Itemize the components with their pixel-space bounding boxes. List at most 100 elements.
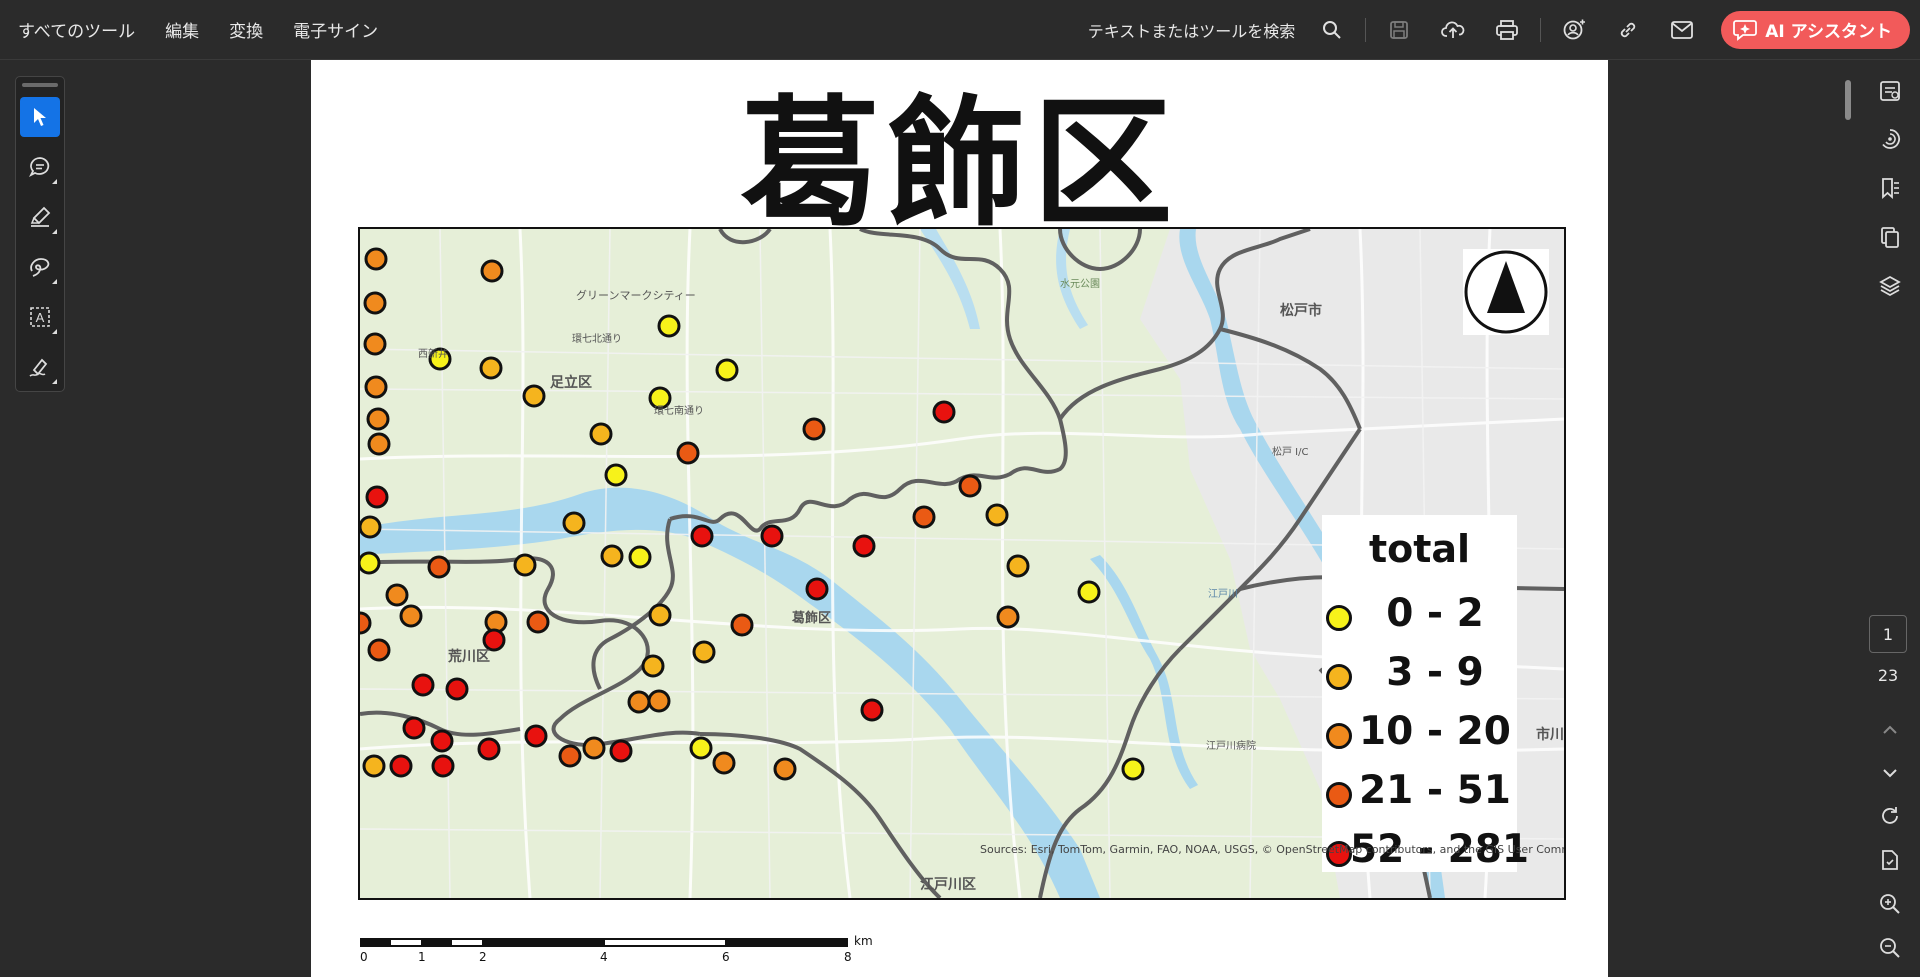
- map-point: [364, 247, 388, 271]
- map-point: [860, 698, 884, 722]
- map-point: [712, 751, 736, 775]
- map-point: [715, 358, 739, 382]
- mail-icon[interactable]: [1663, 11, 1701, 49]
- bookmark-icon[interactable]: [1871, 169, 1909, 207]
- menu-edit[interactable]: 編集: [165, 22, 200, 42]
- map-point: [411, 673, 435, 697]
- map-point: [562, 511, 586, 535]
- scale-tick-2: 2: [479, 950, 487, 964]
- map-point: [582, 736, 606, 760]
- rotate-icon[interactable]: [1871, 797, 1909, 835]
- right-rail: 1 23: [1861, 60, 1920, 977]
- map-point: [364, 375, 388, 399]
- map-frame: 足立区 葛飾区 荒川区 松戸市 江戸川区 グリーンマークシティー 西新井 環七北…: [358, 227, 1566, 900]
- map-point: [641, 654, 665, 678]
- link-icon[interactable]: [1609, 11, 1647, 49]
- map-label-mizumoto-park: 水元公園: [1060, 278, 1100, 290]
- page-extract-icon[interactable]: [1871, 841, 1909, 879]
- pages-copy-icon[interactable]: [1871, 218, 1909, 256]
- north-arrow: [1463, 249, 1549, 335]
- legend-symbol: [1326, 605, 1352, 631]
- chevron-up-icon[interactable]: [1871, 711, 1909, 749]
- map-point: [477, 737, 501, 761]
- document-scrollbar[interactable]: [1845, 80, 1851, 120]
- map-label-edogawa-ward: 江戸川区: [920, 876, 976, 893]
- map-label-ichikawa: 市川: [1536, 726, 1564, 743]
- map-point: [627, 690, 651, 714]
- map-point: [985, 503, 1009, 527]
- sign-tool[interactable]: [20, 347, 60, 387]
- upload-cloud-icon[interactable]: [1434, 11, 1472, 49]
- map-label-arakawa: 荒川区: [447, 648, 490, 665]
- map-label-edogawa-river: 江戸川: [1208, 588, 1238, 600]
- top-toolbar: すべてのツール 編集 変換 電子サイン テキストまたはツールを検索: [0, 0, 1920, 60]
- zoom-out-icon[interactable]: [1871, 929, 1909, 967]
- legend-title: total: [1368, 527, 1471, 571]
- map-point: [363, 291, 387, 315]
- map-point: [1121, 757, 1145, 781]
- map-point: [385, 583, 409, 607]
- ai-assistant-label: AI アシスタント: [1765, 22, 1892, 42]
- map-point: [365, 485, 389, 509]
- map-point: [676, 441, 700, 465]
- ai-assistant-icon: [1733, 19, 1758, 41]
- palette-grip[interactable]: [22, 83, 58, 87]
- map-point: [513, 553, 537, 577]
- layers-icon[interactable]: [1871, 267, 1909, 305]
- legend-label: 21 - 51: [1359, 768, 1511, 813]
- scale-tick-1: 1: [418, 950, 426, 964]
- map-point: [852, 534, 876, 558]
- search-icon[interactable]: [1313, 11, 1351, 49]
- map-point: [805, 577, 829, 601]
- map-point: [362, 754, 386, 778]
- top-actions: テキストまたはツールを検索 AI アシスタント: [1088, 0, 1920, 59]
- map-point: [482, 628, 506, 652]
- comments-panel-icon[interactable]: [1871, 72, 1909, 110]
- map-point: [363, 332, 387, 356]
- map-point: [648, 386, 672, 410]
- map-point: [431, 754, 455, 778]
- highlighter-icon: [30, 206, 51, 227]
- draw-tool[interactable]: [20, 247, 60, 287]
- menu-convert[interactable]: 変換: [229, 22, 264, 42]
- legend-row-21-51: 21 - 51: [1322, 768, 1522, 820]
- text-box-icon: A: [30, 307, 50, 327]
- scale-bar: 0 1 2 4 6 8 km: [360, 928, 873, 968]
- map-point: [604, 463, 628, 487]
- map-point: [366, 407, 390, 431]
- map-label-edogawa-hospital: 江戸川病院: [1206, 739, 1256, 752]
- scale-tick-8: 8: [844, 950, 852, 964]
- comment-tool[interactable]: [20, 147, 60, 187]
- print-icon[interactable]: [1488, 11, 1526, 49]
- map-label-green-mark-city: グリーンマークシティー: [576, 288, 696, 302]
- map-point: [932, 400, 956, 424]
- menu-e-sign[interactable]: 電子サイン: [293, 22, 379, 42]
- map-point: [360, 611, 372, 635]
- map-point: [912, 505, 936, 529]
- map-point: [600, 544, 624, 568]
- data-points: [360, 247, 1145, 781]
- legend-label: 0 - 2: [1386, 591, 1484, 636]
- highlight-tool[interactable]: [20, 197, 60, 237]
- menu-all-tools[interactable]: すべてのツール: [18, 22, 136, 42]
- save-icon[interactable]: [1380, 11, 1418, 49]
- ai-generative-icon[interactable]: [1871, 120, 1909, 158]
- share-user-icon[interactable]: [1555, 11, 1593, 49]
- current-page-input[interactable]: 1: [1869, 615, 1907, 653]
- map-label-matsudo-ic: 松戸 I/C: [1272, 445, 1308, 458]
- ai-assistant-button[interactable]: AI アシスタント: [1721, 10, 1910, 49]
- map-attribution: Sources: Esri, TomTom, Garmin, FAO, NOAA…: [980, 843, 1566, 856]
- map-point: [689, 736, 713, 760]
- select-tool[interactable]: [20, 97, 60, 137]
- map-point: [402, 716, 426, 740]
- map-point: [367, 638, 391, 662]
- freehand-lasso-icon: [30, 258, 50, 277]
- search-label[interactable]: テキストまたはツールを検索: [1087, 21, 1296, 41]
- legend-row-10-20: 10 - 20: [1322, 709, 1522, 761]
- text-box-tool[interactable]: A: [20, 297, 60, 337]
- map-point: [480, 259, 504, 283]
- map-point: [479, 356, 503, 380]
- map-legend: total 0 - 2 3 - 9 10 - 20 21 - 51 52 - 2…: [1322, 515, 1529, 872]
- zoom-in-icon[interactable]: [1871, 885, 1909, 923]
- chevron-down-icon[interactable]: [1871, 754, 1909, 792]
